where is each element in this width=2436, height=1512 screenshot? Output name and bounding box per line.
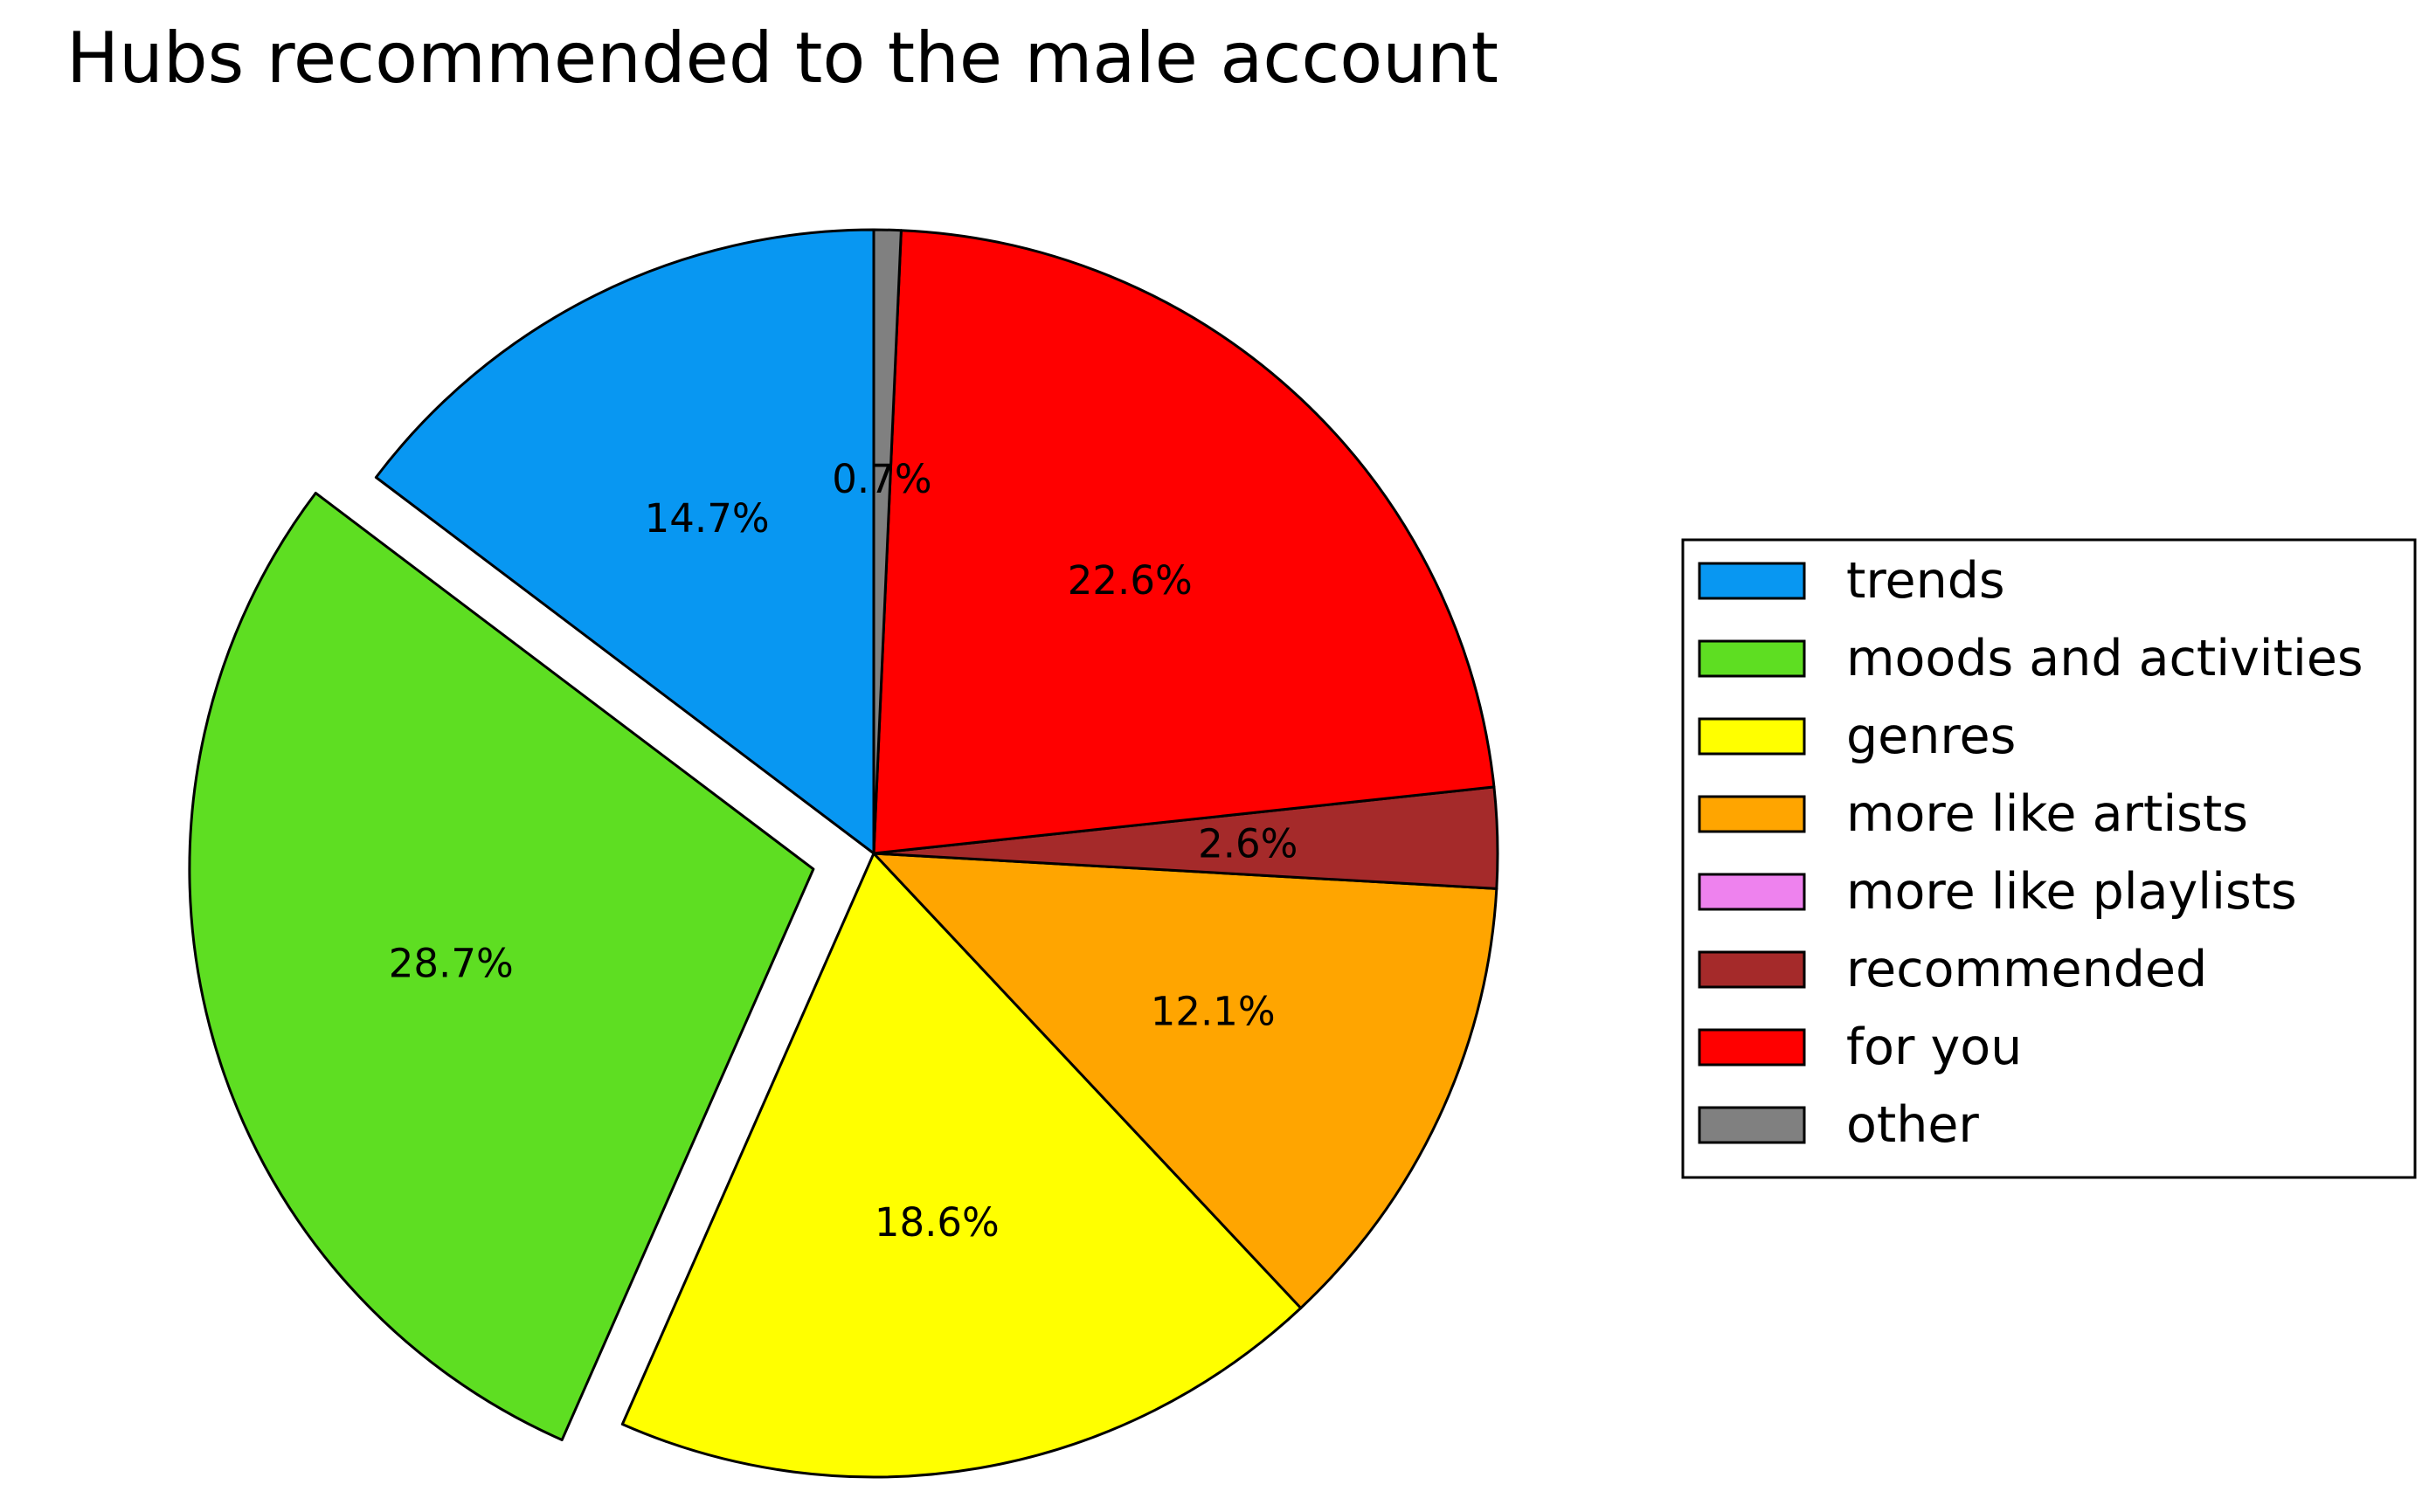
- pct-label-more-like-artists: 12.1%: [1151, 989, 1276, 1035]
- legend-swatch-genres: [1698, 717, 1806, 756]
- slice-genres: [620, 852, 1303, 1479]
- slice-for-you: [872, 229, 1496, 855]
- chart-title: Hubs recommended to the male account: [66, 17, 1498, 99]
- pct-label-other: 0.7%: [832, 456, 931, 502]
- pct-label-moods-and-activities: 28.7%: [389, 940, 514, 986]
- legend-swatch-moods-and-activities: [1698, 639, 1806, 678]
- slice-more-like-artists: [872, 852, 1498, 1309]
- legend-swatch-for-you: [1698, 1028, 1806, 1067]
- pct-label-for-you: 22.6%: [1068, 557, 1193, 604]
- legend-swatch-more-like-playlists: [1698, 873, 1806, 911]
- legend-label-recommended: recommended: [1846, 941, 2207, 998]
- legend-label-other: other: [1846, 1096, 1979, 1154]
- legend: trends moods and activities genres more lik…: [1681, 538, 2417, 1179]
- legend-swatch-more-like-artists: [1698, 795, 1806, 833]
- percent-labels: 14.7% 28.7% 18.6% 12.1% 2.6% 22.6% 0.7%: [389, 456, 1298, 1246]
- pie-slices: [188, 228, 1499, 1479]
- slice-trends: [374, 228, 875, 855]
- legend-label-more-like-playlists: more like playlists: [1846, 863, 2297, 921]
- legend-swatch-recommended: [1698, 950, 1806, 989]
- legend-label-more-like-artists: more like artists: [1846, 785, 2248, 843]
- legend-label-moods-and-activities: moods and activities: [1846, 630, 2363, 687]
- legend-label-trends: trends: [1846, 552, 2005, 610]
- legend-label-for-you: for you: [1846, 1018, 2022, 1076]
- pct-label-trends: 14.7%: [645, 495, 770, 542]
- legend-swatch-other: [1698, 1106, 1806, 1144]
- slice-moods-and-activities: [188, 491, 815, 1441]
- legend-swatch-trends: [1698, 562, 1806, 600]
- slice-other: [872, 228, 903, 855]
- pct-label-genres: 18.6%: [875, 1199, 1000, 1246]
- pct-label-recommended: 2.6%: [1198, 821, 1298, 867]
- legend-label-genres: genres: [1846, 708, 2016, 765]
